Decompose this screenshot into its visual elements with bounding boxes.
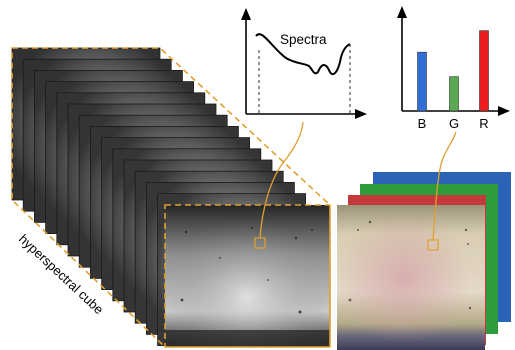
spectra-y-arrow — [241, 8, 251, 20]
bar-b — [417, 51, 427, 112]
spectra-x-arrow — [355, 109, 367, 119]
spectra-panel: Spectra — [241, 8, 367, 119]
bar-label-b: B — [418, 116, 427, 131]
bar-label-r: R — [479, 116, 488, 131]
bar-label-g: G — [449, 116, 459, 131]
spectra-title: Spectra — [280, 32, 327, 47]
bar-g — [449, 76, 459, 112]
rgb-x-arrow — [498, 106, 510, 116]
cube-outline — [11, 47, 331, 348]
spectra-curve — [255, 33, 351, 76]
rgb-image-stack — [337, 172, 511, 350]
cube-front-image — [165, 205, 330, 347]
bar-r — [479, 30, 489, 112]
connector-rgb-to-bars — [432, 131, 457, 241]
rgb-y-arrow — [397, 6, 407, 18]
connector-cube-to-spectra — [259, 121, 304, 239]
